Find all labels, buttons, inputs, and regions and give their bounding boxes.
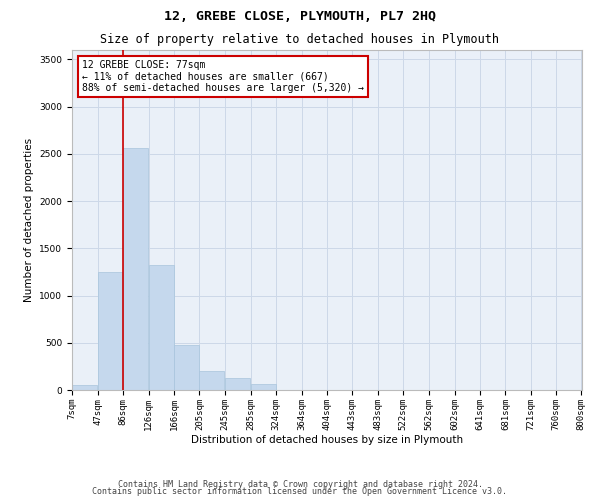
Text: 12 GREBE CLOSE: 77sqm
← 11% of detached houses are smaller (667)
88% of semi-det: 12 GREBE CLOSE: 77sqm ← 11% of detached … [82, 60, 364, 94]
Bar [174, 344, 199, 390]
X-axis label: Distribution of detached houses by size in Plymouth: Distribution of detached houses by size … [191, 436, 463, 446]
Y-axis label: Number of detached properties: Number of detached properties [24, 138, 34, 302]
Bar [199, 370, 224, 390]
Text: Size of property relative to detached houses in Plymouth: Size of property relative to detached ho… [101, 32, 499, 46]
Bar [225, 378, 250, 390]
Text: Contains HM Land Registry data © Crown copyright and database right 2024.: Contains HM Land Registry data © Crown c… [118, 480, 482, 489]
Bar [72, 386, 97, 390]
Text: Contains public sector information licensed under the Open Government Licence v3: Contains public sector information licen… [92, 487, 508, 496]
Bar [123, 148, 148, 390]
Bar [149, 266, 173, 390]
Bar [251, 384, 276, 390]
Bar [98, 272, 123, 390]
Text: 12, GREBE CLOSE, PLYMOUTH, PL7 2HQ: 12, GREBE CLOSE, PLYMOUTH, PL7 2HQ [164, 10, 436, 23]
